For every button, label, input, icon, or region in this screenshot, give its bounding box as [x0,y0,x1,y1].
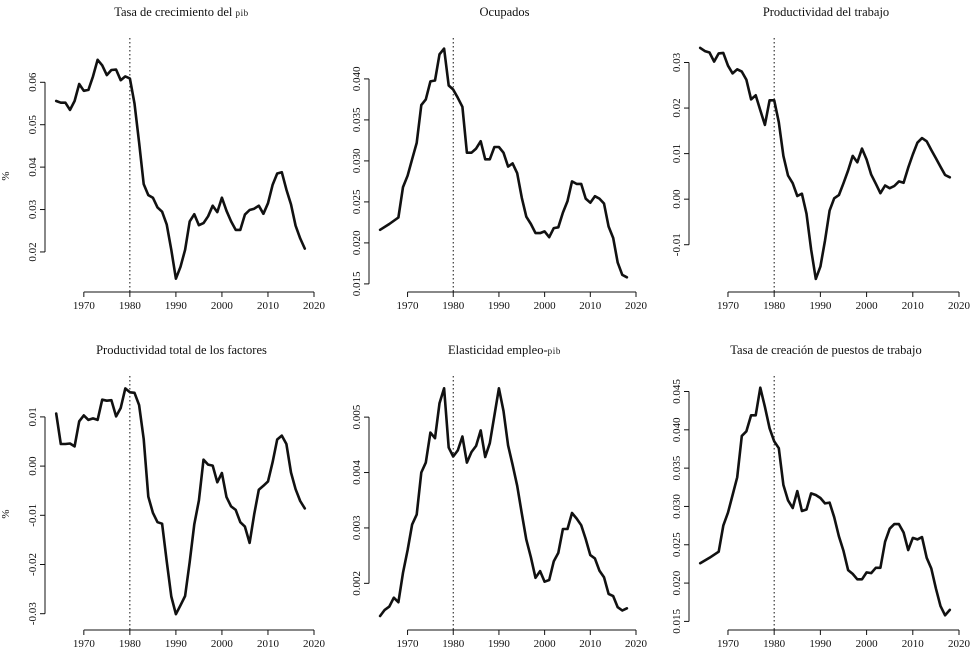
x-tick-label: 1990 [165,300,188,312]
x-tick-label: 1980 [119,300,142,312]
series-line [54,58,307,281]
series-line [378,47,629,279]
x-tick-label: 2000 [856,638,879,650]
chart-title: Ocupados [480,5,530,19]
y-tick-label: 0.03 [671,52,683,72]
x-tick-label: 1980 [442,300,465,312]
series-line [378,386,629,618]
x-tick-label: 2010 [257,300,280,312]
y-tick-label: 0.00 [27,456,39,476]
y-tick-label: -0.02 [27,553,39,576]
x-tick-label: 2020 [625,638,648,650]
x-tick-label: 2020 [303,638,326,650]
y-tick-label: 0.002 [351,571,363,596]
y-tick-label: 0.020 [671,570,683,595]
x-tick-label: 2010 [902,300,925,312]
y-tick-label: 0.045 [671,379,683,404]
chart-title: Productividad total de los factores [96,343,267,357]
y-tick-label: 0.030 [351,148,363,173]
x-tick-label: 1990 [809,300,832,312]
y-axis-label: % [0,509,12,518]
x-tick-label: 2020 [625,300,648,312]
x-tick-label: 2010 [579,638,602,650]
chart-title: Elasticidad empleo-pib [448,343,561,357]
x-tick-label: 1970 [397,300,420,312]
y-tick-label: 0.025 [351,189,363,214]
x-tick-label: 2000 [534,300,557,312]
panel-tfp: Productividad total de los factores -0.03… [0,343,326,650]
y-tick-label: 0.035 [351,107,363,132]
y-tick-label: 0.005 [351,404,363,429]
x-tick-label: 1990 [488,638,511,650]
x-tick-label: 2020 [948,638,971,650]
y-tick-label: 0.02 [671,98,683,117]
x-tick-label: 2010 [257,638,280,650]
y-tick-label: -0.03 [27,602,39,625]
y-tick-label: 0.00 [671,189,683,209]
y-tick-label: 0.01 [27,407,39,426]
y-tick-label: 0.04 [27,157,39,177]
x-tick-label: 2010 [579,300,602,312]
panel-employment-elasticity: Elasticidad empleo-pib 0.002 0.003 0.004 0.0… [351,343,648,650]
x-tick-label: 2000 [211,638,234,650]
x-tick-label: 1980 [763,300,786,312]
x-tick-label: 1980 [763,638,786,650]
x-tick-label: 1970 [717,300,740,312]
chart-title: Productividad del trabajo [763,5,889,19]
x-tick-label: 1990 [809,638,832,650]
y-tick-label: 0.003 [351,515,363,540]
y-tick-label: 0.06 [27,72,39,92]
chart-title: Tasa de crecimiento del pib [114,5,249,19]
y-tick-label: 0.05 [27,115,39,135]
y-tick-label: 0.035 [671,455,683,480]
x-tick-label: 1970 [397,638,420,650]
y-tick-label: 0.025 [671,532,683,557]
y-tick-label: 0.040 [671,417,683,442]
x-tick-label: 1970 [73,638,96,650]
y-tick-label: 0.015 [671,609,683,634]
x-tick-label: 2000 [534,638,557,650]
x-tick-label: 2000 [211,300,234,312]
series-line [698,46,952,281]
y-tick-label: 0.03 [27,199,39,219]
x-tick-label: 1980 [119,638,142,650]
panel-job-creation-rate: Tasa de creación de puestos de trabajo 0.… [671,343,971,650]
y-tick-label: 0.040 [351,66,363,91]
panel-gdp-growth: Tasa de crecimiento del pib 0.02 0.03 0.04 0… [0,5,326,312]
y-tick-label: 0.02 [27,242,39,261]
x-tick-label: 1980 [442,638,465,650]
x-tick-label: 1970 [717,638,740,650]
x-tick-label: 2020 [948,300,971,312]
x-tick-label: 2000 [856,300,879,312]
y-tick-label: -0.01 [671,233,683,256]
y-axis-label: % [0,171,12,180]
y-tick-label: 0.030 [671,494,683,519]
x-tick-label: 1990 [165,638,188,650]
x-tick-label: 2010 [902,638,925,650]
y-tick-label: 0.015 [351,271,363,296]
x-tick-label: 2020 [303,300,326,312]
y-tick-label: 0.004 [351,460,363,485]
y-tick-label: -0.01 [27,504,39,527]
chart-title: Tasa de creación de puestos de trabajo [730,343,921,357]
x-tick-label: 1970 [73,300,96,312]
panel-employed: Ocupados 0.015 0.020 0.025 0.030 0.035 0.040 19… [351,5,648,312]
y-tick-label: 0.020 [351,230,363,255]
panel-labor-productivity: Productividad del trabajo -0.01 0.00 0.01 0.… [671,5,971,312]
series-line [54,387,307,616]
y-tick-label: 0.01 [671,144,683,163]
x-tick-label: 1990 [488,300,511,312]
series-line [698,386,952,617]
